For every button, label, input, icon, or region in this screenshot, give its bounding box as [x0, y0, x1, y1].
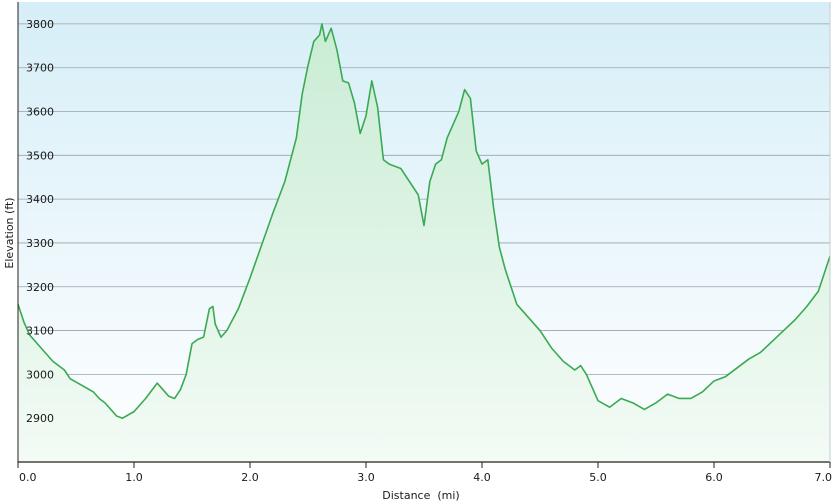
x-tick-label: 2.0	[241, 471, 259, 484]
x-tick-labels: 0.0 1.0 2.0 3.0 4.0 5.0 6.0 7.0	[19, 471, 832, 484]
y-tick-label: 3700	[26, 62, 54, 75]
x-axis-title: Distance (mi)	[382, 489, 459, 502]
y-axis-title: Elevation (ft)	[3, 197, 16, 268]
y-tick-label: 3600	[26, 106, 54, 119]
x-tick-label: 0.0	[19, 471, 37, 484]
elevation-area	[18, 23, 830, 463]
x-tick-label: 6.0	[705, 471, 723, 484]
y-tick-label: 3400	[26, 193, 54, 206]
x-tick-label: 4.0	[473, 471, 491, 484]
elevation-line	[17, 23, 831, 419]
y-tick-label: 3200	[26, 281, 54, 294]
y-tick-label: 3800	[26, 18, 54, 31]
x-tick-label: 7.0	[815, 471, 832, 484]
x-tick-label: 5.0	[589, 471, 607, 484]
x-tick-label: 1.0	[125, 471, 143, 484]
y-tick-label: 3100	[26, 325, 54, 338]
y-tick-label: 2900	[26, 412, 54, 425]
axes	[17, 2, 831, 468]
y-tick-labels: 2900 3000 3100 3200 3300 3400 3500 3600 3700 3800	[26, 18, 54, 425]
x-tick-label: 3.0	[357, 471, 375, 484]
y-tick-label: 3300	[26, 237, 54, 250]
y-tick-label: 3000	[26, 368, 54, 381]
y-tick-label: 3500	[26, 149, 54, 162]
